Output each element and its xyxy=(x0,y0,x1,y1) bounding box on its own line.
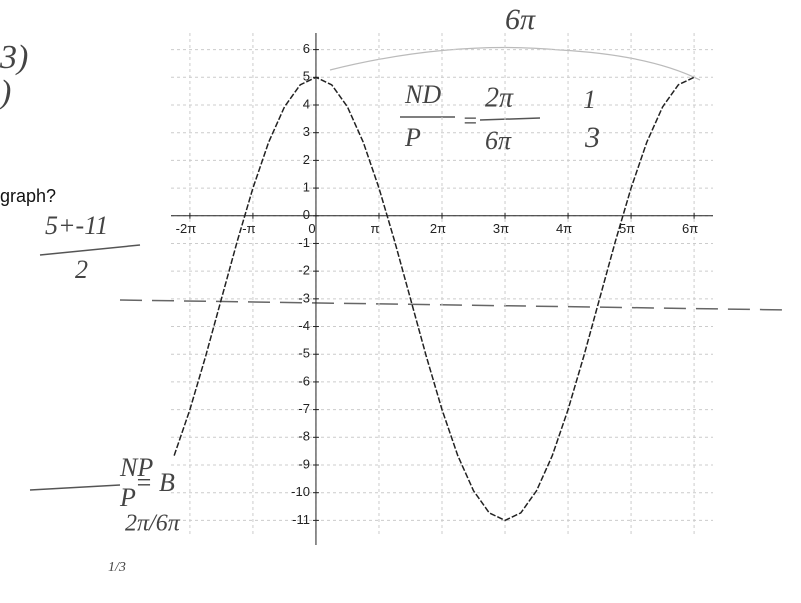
x-tick-label: 0 xyxy=(308,221,315,236)
x-tick-label: 3π xyxy=(493,221,509,236)
x-tick-label: -2π xyxy=(176,221,197,236)
fraction-bar xyxy=(30,485,120,490)
y-tick-label: -5 xyxy=(298,346,310,361)
handwritten-note: P xyxy=(404,123,421,152)
handwritten-note: 3 xyxy=(584,121,600,154)
question-text: 3) xyxy=(0,39,28,76)
handwritten-note: 2π xyxy=(485,82,514,113)
y-tick-label: 0 xyxy=(303,207,310,222)
handwritten-note: 2 xyxy=(75,255,88,284)
handwritten-note: 1 xyxy=(583,85,596,114)
y-tick-label: 2 xyxy=(303,152,310,167)
y-tick-label: -10 xyxy=(291,484,310,499)
y-tick-label: -7 xyxy=(298,401,310,416)
handwritten-note: ND xyxy=(404,80,441,109)
x-tick-label: -π xyxy=(242,221,255,236)
y-tick-label: 3 xyxy=(303,124,310,139)
handwritten-note: = xyxy=(462,109,478,135)
y-tick-label: -2 xyxy=(298,263,310,278)
y-tick-label: -9 xyxy=(298,456,310,471)
handwritten-note: 6π xyxy=(485,126,512,155)
y-tick-label: -6 xyxy=(298,373,310,388)
x-tick-label: 6π xyxy=(682,221,698,236)
handwritten-note: 6π xyxy=(505,3,536,36)
y-tick-label: 6 xyxy=(303,41,310,56)
period-arc xyxy=(330,48,700,81)
fraction-bar xyxy=(40,245,140,255)
y-tick-label: -11 xyxy=(292,512,310,527)
y-tick-label: 1 xyxy=(303,180,310,195)
handwritten-note: 2π/6π xyxy=(125,511,181,537)
y-tick-label: 4 xyxy=(303,96,310,111)
y-tick-label: -8 xyxy=(298,429,310,444)
question-text: ) xyxy=(0,74,11,111)
x-tick-label: 4π xyxy=(556,221,572,236)
question-text: graph? xyxy=(0,186,56,206)
handwritten-note: = B xyxy=(135,468,175,497)
handwritten-note: 5+-11 xyxy=(45,211,108,240)
fraction-bar xyxy=(480,118,540,120)
y-tick-label: -3 xyxy=(298,290,310,305)
y-tick-label: -4 xyxy=(298,318,310,333)
y-tick-label: -1 xyxy=(298,235,310,250)
x-tick-label: 2π xyxy=(430,221,446,236)
worksheet: -11-10-9-8-7-6-5-4-3-2-10123456-2π-π0π2π… xyxy=(0,0,801,603)
x-tick-label: π xyxy=(370,221,379,236)
handwritten-note: 1/3 xyxy=(108,560,126,575)
handwritten-note: P xyxy=(119,483,136,512)
